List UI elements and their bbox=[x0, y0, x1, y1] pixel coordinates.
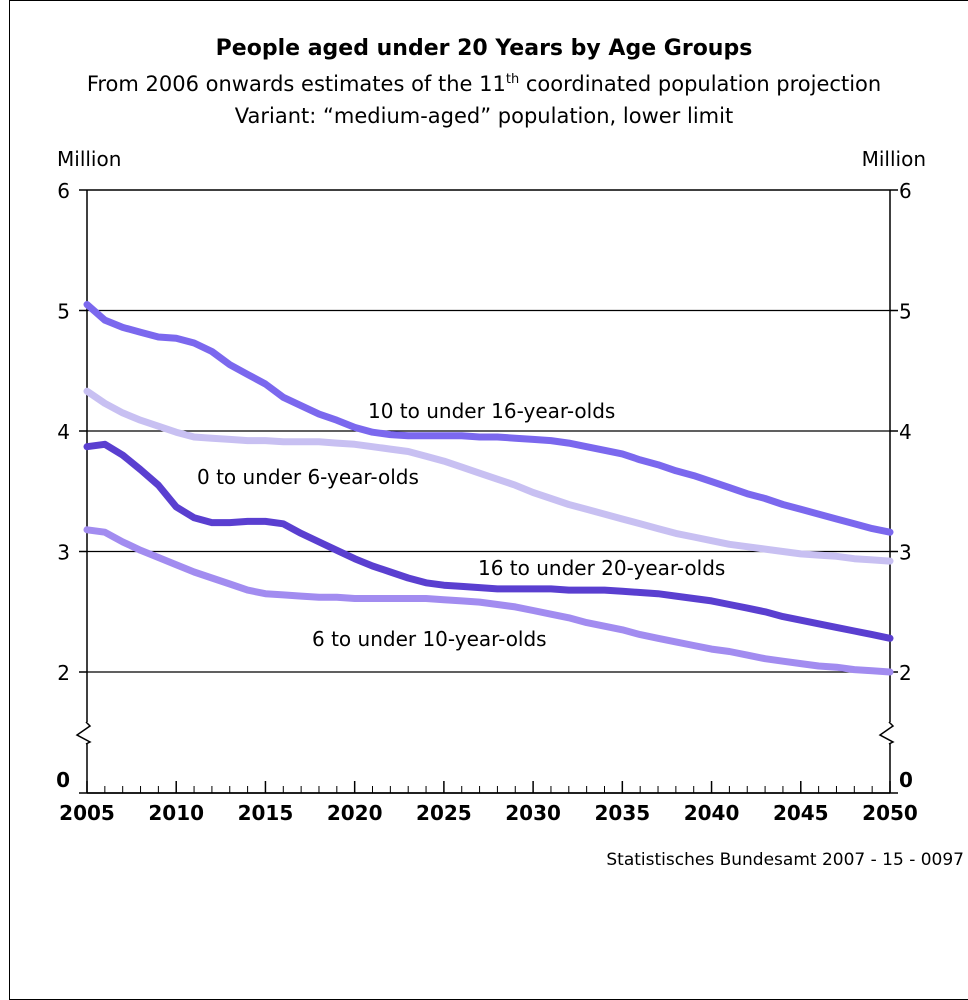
series-line bbox=[83, 387, 894, 565]
x-tick-label: 2005 bbox=[59, 801, 115, 825]
subtitle-superscript: th bbox=[505, 72, 520, 87]
line-chart: 0 0 2 2 3 3 4 4 5 5 6 6 Million Million 2005 2010 2015 20… bbox=[56, 147, 926, 825]
left-axis-break bbox=[75, 721, 92, 745]
y-tick-label-right: 3 bbox=[899, 541, 912, 565]
y-tick-label-left: 4 bbox=[57, 420, 70, 444]
y-tick-label-right: 0 bbox=[899, 768, 913, 792]
series-line bbox=[83, 301, 894, 536]
y-tick-label-left: 3 bbox=[57, 541, 70, 565]
series-label: 10 to under 16-year-olds bbox=[368, 399, 615, 423]
source-note: Statistisches Bundesamt 2007 - 15 - 0097 bbox=[606, 850, 964, 870]
x-tick-label: 2015 bbox=[238, 801, 294, 825]
subtitle-text: From 2006 onwards estimates of the 11 bbox=[86, 72, 506, 96]
y-tick-label-left: 2 bbox=[57, 661, 70, 685]
x-tick-label: 2045 bbox=[773, 801, 829, 825]
x-tick-label: 2035 bbox=[594, 801, 650, 825]
chart-subtitle: From 2006 onwards estimates of the 11th … bbox=[0, 72, 968, 96]
x-tick-label: 2050 bbox=[862, 801, 918, 825]
chart-title: People aged under 20 Years by Age Groups bbox=[215, 36, 753, 61]
x-tick-label: 2040 bbox=[684, 801, 740, 825]
y-axis-label-right: Million bbox=[862, 147, 926, 171]
y-tick-label-right: 4 bbox=[899, 420, 912, 444]
x-tick-label: 2020 bbox=[327, 801, 383, 825]
series-label: 16 to under 20-year-olds bbox=[478, 556, 725, 580]
y-tick-label-left: 6 bbox=[57, 179, 70, 203]
series-label: 0 to under 6-year-olds bbox=[197, 465, 419, 489]
x-tick-label: 2030 bbox=[505, 801, 561, 825]
series-label: 6 to under 10-year-olds bbox=[312, 627, 547, 651]
y-tick-label-left: 5 bbox=[57, 300, 70, 324]
y-axis-label-left: Million bbox=[57, 147, 121, 171]
y-tick-label-right: 6 bbox=[899, 179, 912, 203]
series-line bbox=[83, 526, 894, 676]
x-tick-label: 2025 bbox=[416, 801, 472, 825]
subtitle-text-end: coordinated population projection bbox=[519, 72, 882, 96]
chart-variant: Variant: “medium-aged” population, lower… bbox=[234, 104, 734, 128]
y-tick-label-right: 5 bbox=[899, 300, 912, 324]
y-tick-label-right: 2 bbox=[899, 661, 912, 685]
right-axis-break bbox=[878, 721, 895, 745]
series-line bbox=[83, 440, 894, 642]
x-tick-label: 2010 bbox=[148, 801, 204, 825]
y-tick-label-left: 0 bbox=[56, 768, 70, 792]
